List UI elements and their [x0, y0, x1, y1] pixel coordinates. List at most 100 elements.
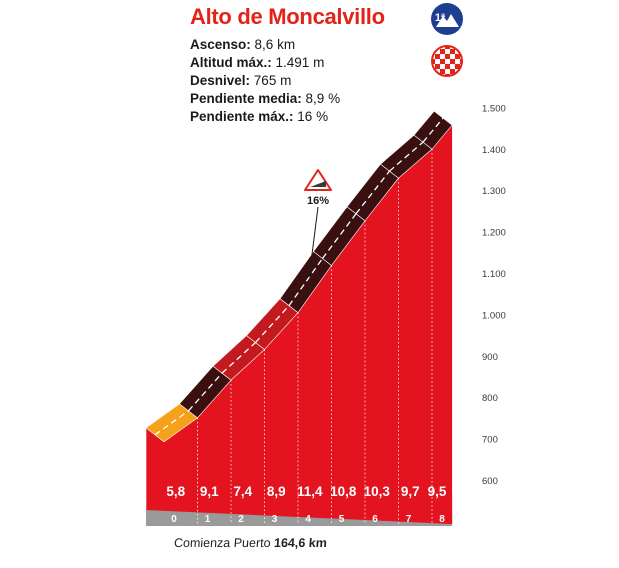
km-tick-label: 4 — [305, 514, 311, 525]
checker-square — [440, 64, 445, 69]
climb-title: Alto de Moncalvillo — [190, 4, 385, 29]
stat-value: 8,9 % — [305, 91, 341, 106]
gradient-label: 9,1 — [200, 484, 219, 499]
max-gradient-label: 16% — [307, 195, 329, 207]
slope-icon — [310, 181, 326, 187]
altitude-tick-label: 1.400 — [482, 145, 506, 156]
stat-value: 1.491 m — [275, 55, 325, 70]
gradient-label: 10,8 — [330, 484, 357, 499]
band-centre-line — [221, 342, 256, 374]
checker-square — [440, 59, 445, 64]
footer-value: 164,6 km — [273, 536, 328, 550]
max-gradient-leader — [308, 206, 319, 278]
checkered-flag-icon — [432, 46, 462, 76]
checker-square — [445, 64, 450, 69]
km-tick-label: 7 — [406, 514, 412, 525]
checker-square — [445, 69, 450, 74]
gradient-label: 8,9 — [267, 484, 286, 499]
stat-label: Altitud máx.: — [190, 55, 272, 70]
profile-gradient-band — [145, 110, 453, 510]
checker-square — [450, 54, 455, 59]
checker-square — [440, 69, 445, 74]
km-tick-label: 1 — [205, 514, 211, 525]
stat-label: Ascenso: — [190, 37, 251, 52]
stat-value: 16 % — [297, 109, 329, 124]
band-centre-line — [355, 170, 391, 215]
altitude-tick-label: 1.100 — [482, 269, 506, 280]
checker-square — [445, 59, 450, 64]
altitude-tick-label: 1.300 — [482, 186, 506, 197]
gradient-label: 9,5 — [428, 484, 447, 499]
stat-max-gradient: Pendiente máx.: 16 % — [190, 108, 340, 126]
checker-square — [445, 49, 450, 54]
checker-square — [450, 49, 455, 54]
gradient-label: 7,4 — [233, 484, 252, 499]
altitude-tick-label: 800 — [482, 393, 498, 404]
km-tick-labels: 0 1 2 3 4 5 6 7 8 — [171, 514, 445, 525]
checker-square — [440, 54, 445, 59]
checker-square — [445, 46, 450, 49]
finish-badge — [431, 45, 463, 77]
checker-square — [435, 64, 440, 69]
gradient-labels: 5,8 9,1 7,4 8,9 11,4 10,8 10,3 9,7 9,5 — [166, 484, 447, 499]
altitude-tick-label: 900 — [482, 352, 498, 363]
altitude-tick-label: 700 — [482, 435, 498, 446]
stat-max-altitude: Altitud máx.: 1.491 m — [190, 54, 340, 72]
stat-average-gradient: Pendiente media: 8,9 % — [190, 90, 340, 108]
stat-elevation-gain: Desnivel: 765 m — [190, 72, 340, 90]
band-centre-line — [154, 410, 189, 436]
band-centre-line — [422, 117, 444, 143]
checker-square — [445, 54, 450, 59]
altitude-tick-label: 600 — [482, 476, 498, 487]
band-centre-line — [188, 372, 223, 412]
profile-wall-fill — [146, 125, 453, 524]
gradient-label: 10,3 — [364, 484, 391, 499]
mountain-icon — [436, 14, 459, 27]
stat-value: 8,6 km — [254, 37, 296, 52]
stat-label: Pendiente media: — [190, 91, 302, 106]
km-tick-label: 3 — [272, 514, 278, 525]
checker-square — [460, 74, 462, 76]
checker-square — [460, 46, 462, 49]
checker-square — [460, 69, 462, 74]
checker-square — [435, 54, 440, 59]
altitude-tick-label: 1.200 — [482, 228, 506, 239]
checker-square — [455, 59, 460, 64]
checker-square — [455, 74, 460, 76]
stat-ascent: Ascenso: 8,6 km — [190, 36, 340, 54]
gradient-label: 9,7 — [401, 484, 420, 499]
km-tick-label: 2 — [238, 514, 244, 525]
checker-square — [455, 54, 460, 59]
gradient-label: 5,8 — [166, 484, 185, 499]
stat-label: Desnivel: — [190, 73, 251, 88]
altitude-tick-labels: 600 700 800 900 1.000 1.100 1.200 1.300 1.400 1.5… — [482, 103, 506, 487]
checker-square — [432, 74, 435, 76]
checker-square — [435, 59, 440, 64]
km-tick-label: 8 — [439, 514, 445, 525]
checker-square — [432, 46, 435, 49]
stat-value: 765 m — [253, 73, 292, 88]
band-centre-line — [255, 305, 290, 343]
stat-label: Pendiente máx.: — [190, 109, 294, 124]
altitude-tick-label: 1.500 — [482, 103, 506, 114]
footer-label: Comienza Puerto — [173, 536, 272, 550]
climb-stats: Ascenso: 8,6 km Altitud máx.: 1.491 m De… — [190, 36, 340, 126]
altitude-tick-label: 1.000 — [482, 310, 506, 321]
climb-start-note: Comienza Puerto 164,6 km — [174, 536, 328, 550]
category-label: 1ª — [435, 12, 446, 24]
profile-wall — [146, 125, 453, 524]
gradient-label: 11,4 — [297, 484, 323, 499]
checker-square — [450, 59, 455, 64]
max-gradient-marker: 16% — [304, 169, 332, 278]
checker-square — [450, 69, 455, 74]
band-centre-line — [389, 141, 424, 172]
km-tick-label: 0 — [171, 514, 177, 525]
km-tick-label: 5 — [339, 514, 345, 525]
checker-square — [455, 64, 460, 69]
checker-square — [440, 49, 445, 54]
checker-square — [450, 64, 455, 69]
category-badge: 1ª — [431, 3, 463, 35]
checker-square — [435, 49, 440, 54]
checker-square — [432, 59, 435, 64]
